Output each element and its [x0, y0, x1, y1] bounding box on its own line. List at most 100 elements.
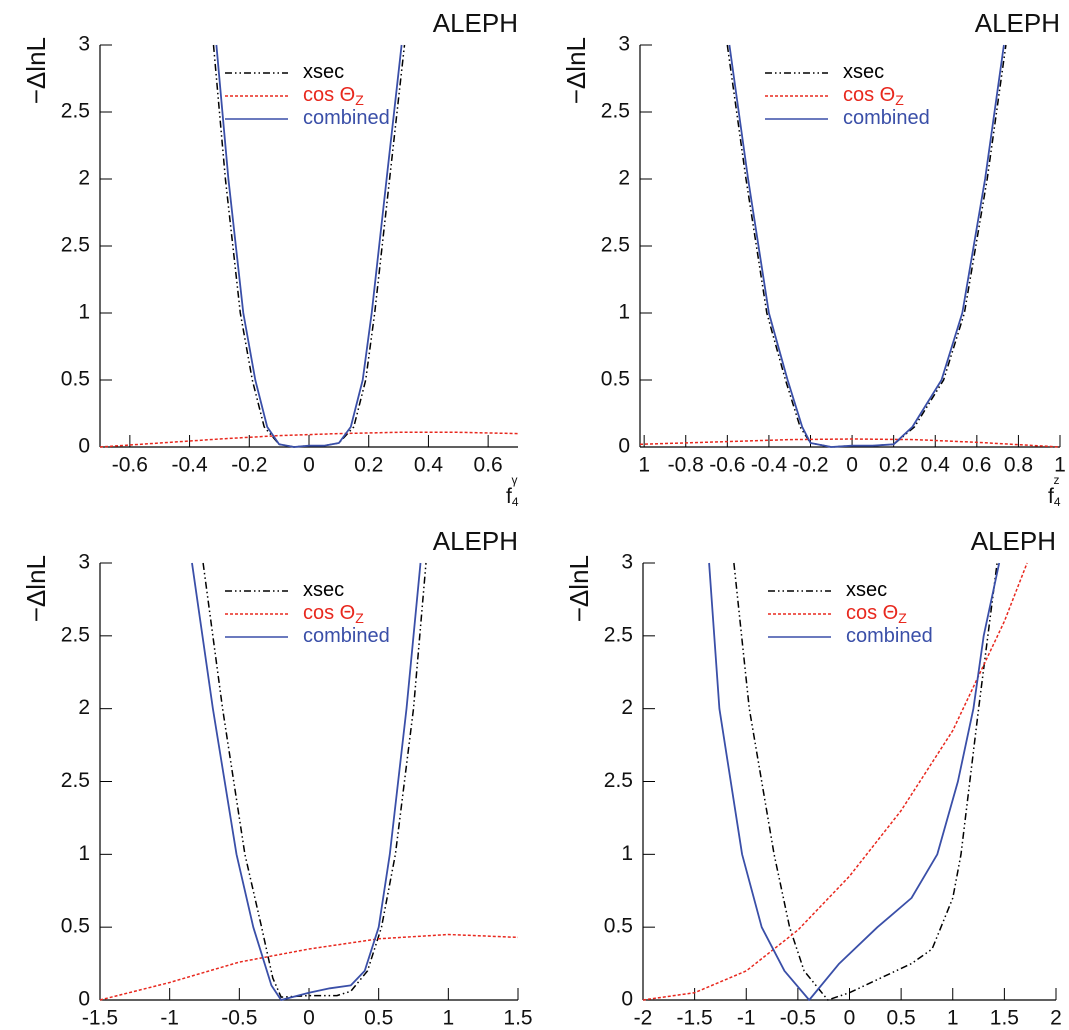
- y-tick-label: 3: [621, 551, 633, 574]
- panel: 0 0.5 1 2.5 2 2.5 3 -2 -1.5 -1 -0.5 0 0.5 1 1.5 2 ALEPH −…: [564, 526, 1062, 1030]
- legend-name: xsec: [846, 579, 887, 601]
- legend-label: xsec: [843, 61, 884, 83]
- legend-name: xsec: [303, 579, 344, 601]
- y-tick-label: 0: [78, 988, 90, 1011]
- y-tick-label: 3: [78, 33, 90, 56]
- panel: 0 0.5 1 2.5 2 2.5 3 -1.5 -1 -0.5 0 0.5 1 1.5 ALEPH −Δln…: [21, 526, 533, 1030]
- y-tick-label: 0.5: [61, 915, 90, 938]
- y-tick-label: 2.5: [601, 234, 630, 257]
- panel-title: ALEPH: [971, 526, 1056, 556]
- legend-label: xsec: [846, 579, 887, 601]
- data-line: [191, 562, 422, 1001]
- y-tick-label: 2.5: [604, 623, 633, 646]
- legend-name: cos Θ: [843, 84, 895, 106]
- y-tick-label: 0.5: [604, 915, 633, 938]
- data-line: [708, 562, 1001, 1001]
- x-axis-label: f5γ: [506, 1026, 519, 1030]
- y-tick-label: 2.5: [601, 100, 630, 123]
- x-label-base: f: [506, 485, 512, 508]
- x-tick-label: -2: [634, 1007, 653, 1030]
- y-tick-label: 1: [618, 301, 630, 324]
- x-tick-label: 0.2: [879, 454, 908, 477]
- legend-name-sub: Z: [895, 92, 904, 108]
- panel-title: ALEPH: [433, 526, 518, 556]
- legend-label: xsec: [303, 61, 344, 83]
- y-axis-label: −ΔlnL: [21, 555, 51, 622]
- x-tick-label: 1.5: [503, 1007, 532, 1030]
- legend-label: cos ΘZ: [843, 84, 904, 107]
- x-tick-label: 1: [442, 1007, 454, 1030]
- legend-name: combined: [843, 107, 930, 129]
- x-tick-label: -0.4: [751, 454, 788, 477]
- y-tick-label: 1: [78, 301, 90, 324]
- legend-label: combined: [846, 625, 933, 647]
- y-tick-label: 0.5: [601, 368, 630, 391]
- x-tick-label: 0.6: [474, 454, 503, 477]
- panel: 0 0.5 1 2.5 2 2.5 3 1 -0.8 -0.6 -0.4 -0.2 0 0.2 0.4 0.6…: [561, 8, 1066, 509]
- y-tick-label: 3: [618, 33, 630, 56]
- legend-name: xsec: [843, 61, 884, 83]
- data-line: [639, 438, 1061, 448]
- x-tick-label: 1: [947, 1007, 959, 1030]
- x-tick-label: 1.5: [990, 1007, 1019, 1030]
- x-tick-label: -0.4: [171, 454, 208, 477]
- x-label-sup: z: [1050, 1026, 1056, 1030]
- legend-name-sub: Z: [355, 610, 364, 626]
- y-tick-label: 2: [621, 696, 633, 719]
- legend-label: cos ΘZ: [846, 602, 907, 625]
- legend-label: xsec: [303, 579, 344, 601]
- x-tick-label: 0.5: [364, 1007, 393, 1030]
- panel-title: ALEPH: [433, 8, 518, 38]
- x-tick-label: 0.5: [887, 1007, 916, 1030]
- x-tick-label: -0.5: [221, 1007, 257, 1030]
- x-tick-label: 0: [303, 1007, 315, 1030]
- legend-label: cos ΘZ: [303, 84, 364, 107]
- y-tick-label: 3: [78, 551, 90, 574]
- y-axis-label: −ΔlnL: [561, 37, 591, 104]
- x-label-sub: 4: [512, 495, 519, 509]
- y-tick-label: 2.5: [61, 234, 90, 257]
- legend-name: cos Θ: [846, 602, 898, 624]
- x-tick-label: 0.8: [1004, 454, 1033, 477]
- x-tick-label: 1: [638, 454, 650, 477]
- x-tick-label: 0.4: [414, 454, 444, 477]
- x-label-sub: 4: [1054, 495, 1061, 509]
- data-line: [99, 933, 519, 1001]
- data-line: [202, 562, 427, 998]
- legend-name: cos Θ: [303, 602, 355, 624]
- y-axis-label: −ΔlnL: [564, 555, 594, 622]
- x-axis-label: f4 γ: [506, 473, 519, 509]
- x-tick-label: -1.5: [82, 1007, 118, 1030]
- y-axis-label: −ΔlnL: [21, 37, 51, 104]
- legend-label: combined: [843, 107, 930, 129]
- x-tick-label: 0.6: [962, 454, 991, 477]
- legend-name: combined: [303, 625, 390, 647]
- x-tick-label: 0: [303, 454, 315, 477]
- panel: 0 0.5 1 2.5 2 2.5 3 -0.6 -0.4 -0.2 0 0.2 0.4 0.6 ALEPH…: [21, 8, 519, 509]
- legend-label: cos ΘZ: [303, 602, 364, 625]
- legend-name: xsec: [303, 61, 344, 83]
- x-tick-label: -1: [160, 1007, 179, 1030]
- x-tick-label: 1: [1054, 454, 1066, 477]
- y-tick-label: 2: [78, 696, 90, 719]
- x-tick-label: -0.2: [792, 454, 828, 477]
- x-tick-label: -1.5: [677, 1007, 713, 1030]
- x-label-sup: γ: [512, 473, 518, 487]
- y-tick-label: 1: [621, 842, 633, 865]
- x-axis-label: f4 z: [1048, 473, 1061, 509]
- data-line: [642, 562, 1028, 1001]
- x-tick-label: -0.5: [780, 1007, 816, 1030]
- legend-name: combined: [846, 625, 933, 647]
- y-tick-label: 0: [621, 988, 633, 1011]
- legend-name: combined: [303, 107, 390, 129]
- x-tick-label: -0.2: [231, 454, 267, 477]
- x-label-sup: z: [1054, 473, 1060, 487]
- legend-name-sub: Z: [898, 610, 907, 626]
- x-axis-label: f5z: [1044, 1026, 1057, 1030]
- legend-name: cos Θ: [303, 84, 355, 106]
- x-tick-label: -0.6: [112, 454, 148, 477]
- x-tick-label: -1: [737, 1007, 756, 1030]
- x-tick-label: 0.2: [354, 454, 383, 477]
- x-tick-label: -0.8: [668, 454, 704, 477]
